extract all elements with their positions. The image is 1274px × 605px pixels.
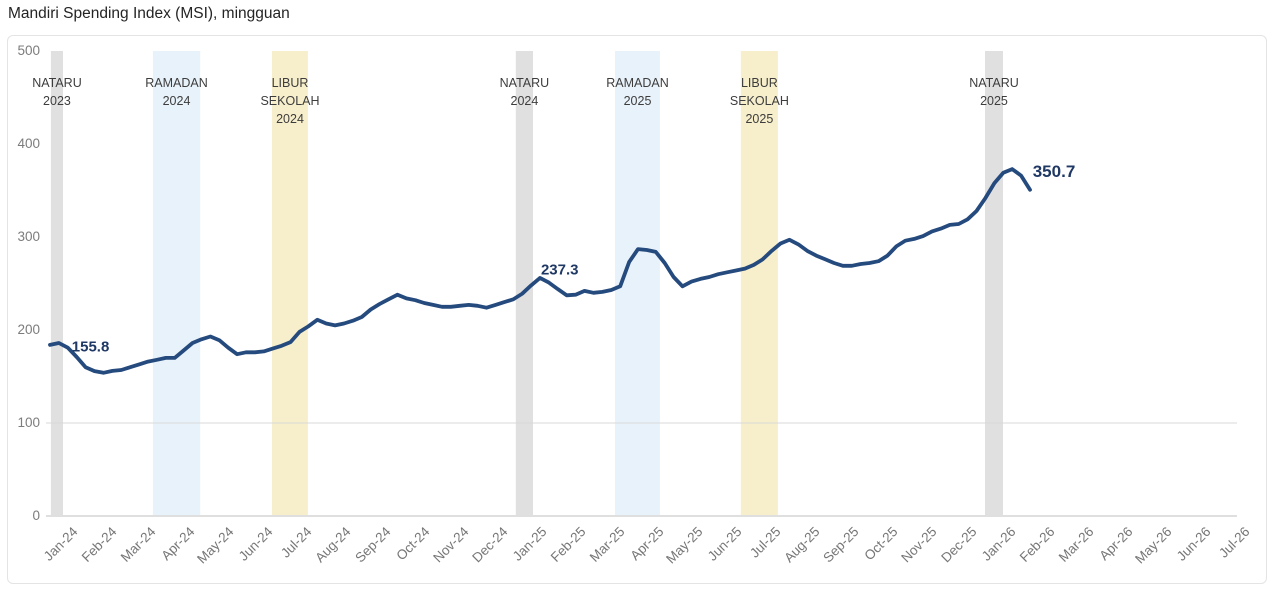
event-band [515, 51, 533, 515]
band-label-line: SEKOLAH [729, 94, 789, 108]
chart-title: Mandiri Spending Index (MSI), mingguan [8, 5, 290, 22]
data-label: 155.8 [71, 338, 110, 356]
band-label-line: RAMADAN [606, 76, 669, 90]
band-label-line: 2025 [623, 94, 652, 108]
band-label-line: 2023 [43, 94, 71, 108]
event-band [740, 51, 778, 515]
y-tick-label: 400 [17, 136, 40, 151]
band-label-line: 2024 [510, 94, 539, 108]
band-label-line: NATARU [499, 76, 550, 90]
y-tick-label: 100 [17, 415, 40, 430]
event-band [985, 51, 1003, 515]
band-label: NATARU 2023 [32, 74, 82, 110]
event-band [50, 51, 63, 515]
y-tick-label: 300 [17, 229, 40, 244]
band-label: LIBUR SEKOLAH 2024 [260, 74, 319, 128]
band-label-line: NATARU [969, 76, 1019, 90]
event-band [272, 51, 308, 515]
band-label: LIBUR SEKOLAH 2025 [730, 74, 789, 128]
band-label-line: 2024 [276, 112, 304, 126]
band-label-line: SEKOLAH [260, 94, 320, 108]
band-label: NATARU 2024 [500, 74, 550, 110]
y-tick-label: 200 [17, 322, 40, 337]
band-label-line: LIBUR [740, 76, 778, 90]
band-label-line: 2024 [162, 94, 191, 108]
band-label-line: 2025 [980, 94, 1008, 108]
data-label: 350.7 [1032, 161, 1076, 181]
band-label: NATARU 2025 [969, 74, 1019, 110]
band-label: RAMADAN 2024 [145, 74, 208, 110]
event-band [152, 51, 201, 515]
band-label-line: 2025 [745, 112, 774, 126]
data-label: 237.3 [540, 261, 579, 279]
y-tick-label: 500 [17, 43, 40, 58]
band-label-line: LIBUR [271, 76, 309, 90]
msi-line [48, 167, 1032, 375]
band-label-line: RAMADAN [145, 76, 208, 90]
band-label-line: NATARU [32, 76, 82, 90]
band-label: RAMADAN 2025 [606, 74, 669, 110]
y-tick-label: 0 [32, 508, 40, 523]
